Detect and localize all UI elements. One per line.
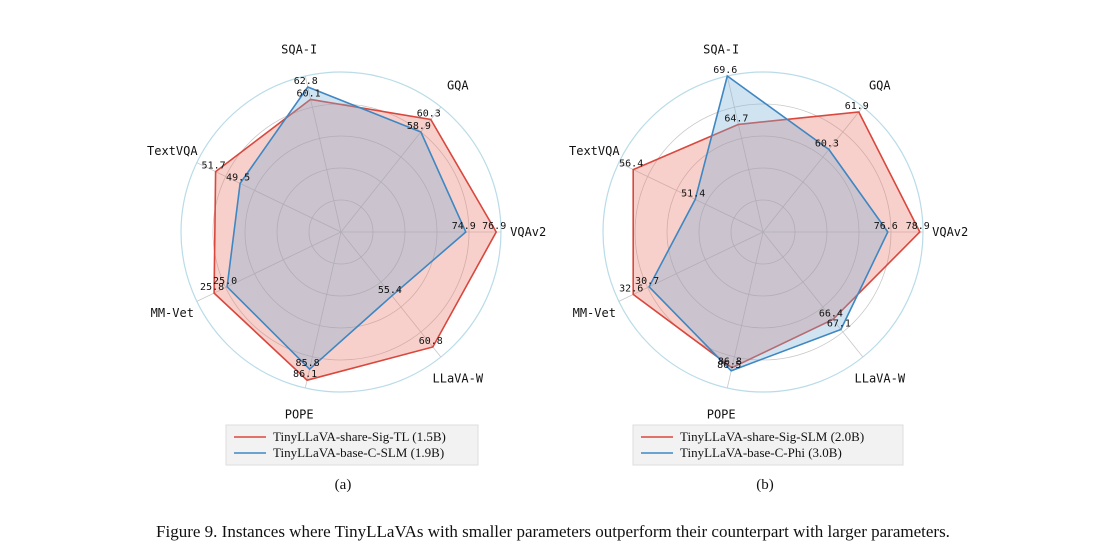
grid-spoke (196, 231, 342, 302)
axis-label: SQA-I (703, 43, 739, 57)
axis-label: POPE (285, 408, 314, 422)
legend-box (225, 424, 479, 466)
value-label: 25.8 (200, 282, 224, 293)
value-label: 55.4 (378, 285, 402, 296)
radar-chart-a: 60.1 60.3 76.9 60.8 86.1 25.8 51.7 62.8 58.9 74.9… (147, 43, 546, 422)
axis-label: TextVQA (569, 144, 620, 158)
legend-box (632, 424, 904, 466)
grid-spoke (726, 75, 764, 233)
value-label: 67.1 (827, 319, 851, 330)
value-label: 49.5 (226, 172, 250, 183)
axis-label: MM-Vet (573, 306, 616, 320)
axis-label: LLaVA-W (855, 371, 906, 385)
value-label: 76.6 (874, 221, 898, 232)
value-label: 69.6 (713, 65, 737, 76)
legend-entry-b-2: TinyLLaVA-base-C-Phi (3.0B) (680, 445, 842, 460)
legend-b: TinyLLaVA-share-Sig-SLM (2.0B) TinyLLaVA… (632, 424, 904, 466)
axis-label: LLaVA-W (433, 371, 484, 385)
grid-spoke (618, 162, 764, 233)
value-label: 32.6 (619, 283, 643, 294)
value-label: 25.0 (213, 276, 237, 287)
axis-label: SQA-I (281, 43, 317, 57)
value-label: 86.1 (293, 369, 317, 380)
grid-spoke (726, 231, 764, 389)
value-label: 60.3 (417, 109, 441, 120)
value-label: 60.3 (815, 139, 839, 150)
value-label: 78.9 (906, 221, 930, 232)
axis-label: GQA (447, 79, 469, 93)
grid-spoke (304, 231, 342, 389)
grid-spoke (340, 106, 442, 233)
legend-entry-a-1: TinyLLaVA-share-Sig-TL (1.5B) (273, 429, 446, 444)
series-area-1 (213, 98, 498, 382)
axis-label: VQAv2 (932, 225, 968, 239)
value-label: 30.7 (635, 276, 659, 287)
legend-entry-b-1: TinyLLaVA-share-Sig-SLM (2.0B) (680, 429, 864, 444)
grid-spoke (196, 162, 342, 233)
axis-label: VQAv2 (510, 225, 546, 239)
value-label: 86.8 (718, 357, 742, 368)
axis-label: GQA (869, 79, 891, 93)
value-label: 60.8 (419, 336, 443, 347)
grid-spoke (304, 75, 342, 233)
value-label: 74.9 (452, 221, 476, 232)
series-area-2 (226, 86, 467, 371)
grid-spoke (762, 231, 864, 358)
value-label: 64.7 (724, 113, 748, 124)
value-label: 86.5 (717, 360, 741, 371)
figure-caption: Figure 9. Instances where TinyLLaVAs wit… (156, 522, 950, 541)
grid-spoke (340, 231, 442, 358)
legend-a: TinyLLaVA-share-Sig-TL (1.5B) TinyLLaVA-… (225, 424, 479, 466)
value-label: 76.9 (482, 221, 506, 232)
series-area-2 (648, 74, 889, 372)
axis-label: TextVQA (147, 144, 198, 158)
value-label: 62.8 (294, 76, 318, 87)
grid-spoke (762, 106, 864, 233)
value-label: 66.4 (819, 309, 843, 320)
radar-chart-b: 64.7 61.9 78.9 66.4 86.8 32.6 56.4 69.6 60.3 76.6… (569, 43, 968, 422)
value-label: 85.8 (296, 358, 320, 369)
value-label: 56.4 (619, 159, 643, 170)
value-label: 58.9 (407, 121, 431, 132)
axis-label: MM-Vet (151, 306, 194, 320)
value-label: 51.4 (681, 188, 705, 199)
grid-spoke (618, 231, 764, 302)
value-label: 60.1 (297, 88, 321, 99)
legend-entry-a-2: TinyLLaVA-base-C-SLM (1.9B) (273, 445, 444, 460)
value-label: 61.9 (845, 101, 869, 112)
subplot-label-a: (a) (335, 477, 352, 493)
subplot-label-b: (b) (756, 477, 774, 493)
axis-label: POPE (707, 408, 736, 422)
value-label: 51.7 (202, 161, 226, 172)
